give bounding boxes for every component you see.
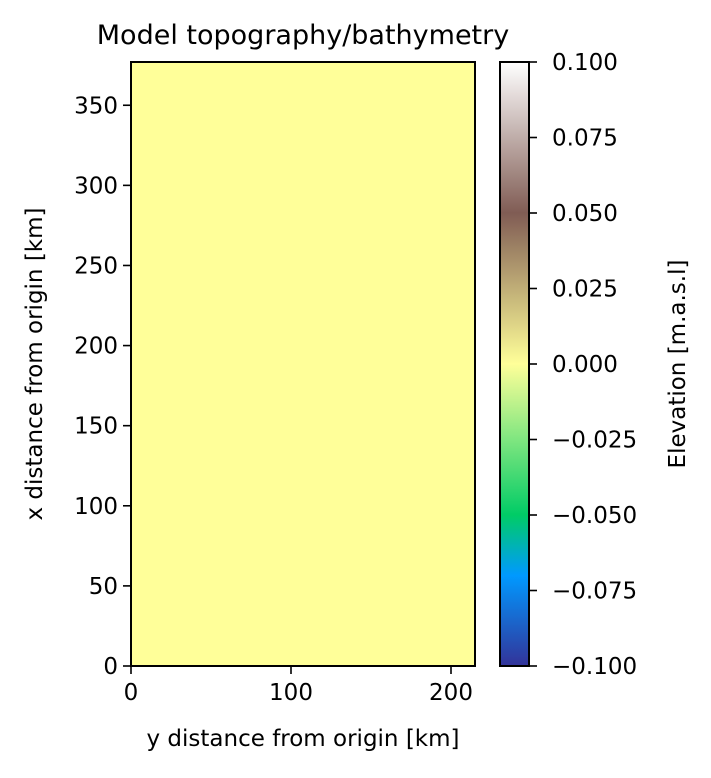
colorbar-tick-label: −0.050 <box>552 503 637 529</box>
colorbar-tick-label: 0.100 <box>552 50 618 76</box>
plot-area <box>130 61 476 667</box>
x-tick-label: 100 <box>269 680 313 706</box>
y-tick-label: 350 <box>74 93 118 119</box>
y-axis-label: x distance from origin [km] <box>22 208 48 521</box>
plot-frame <box>130 61 476 667</box>
colorbar-tick-label: 0.050 <box>552 201 618 227</box>
y-tick-label: 0 <box>103 654 118 680</box>
colorbar-label: Elevation [m.a.s.l] <box>665 260 691 469</box>
y-axis: 0 50 100 150 200 250 300 350 <box>74 93 131 680</box>
colorbar-tick-label: 0.075 <box>552 126 618 152</box>
y-tick-label: 200 <box>74 334 118 360</box>
x-tick-label: 200 <box>429 680 473 706</box>
colorbar-tick-label: −0.100 <box>552 654 637 680</box>
colorbar-tick-label: 0.000 <box>552 352 618 378</box>
colorbar-tick-label: −0.025 <box>552 428 637 454</box>
colorbar-tick-label: −0.075 <box>552 579 637 605</box>
chart-title: Model topography/bathymetry <box>97 20 509 51</box>
x-axis-label: y distance from origin [km] <box>147 726 460 752</box>
heatmap-cell <box>131 62 475 666</box>
y-tick-label: 300 <box>74 173 118 199</box>
colorbar-tick-label: 0.025 <box>552 277 618 303</box>
y-tick-label: 250 <box>74 253 118 279</box>
y-tick-label: 150 <box>74 414 118 440</box>
x-tick-label: 0 <box>124 680 139 706</box>
colorbar-gradient <box>500 62 529 666</box>
y-tick-label: 100 <box>74 494 118 520</box>
colorbar: −0.100 −0.075 −0.050 −0.025 0.000 0.025 0.050 0… <box>499 50 637 680</box>
x-axis: 0 100 200 <box>124 666 473 706</box>
y-tick-label: 50 <box>89 574 118 600</box>
